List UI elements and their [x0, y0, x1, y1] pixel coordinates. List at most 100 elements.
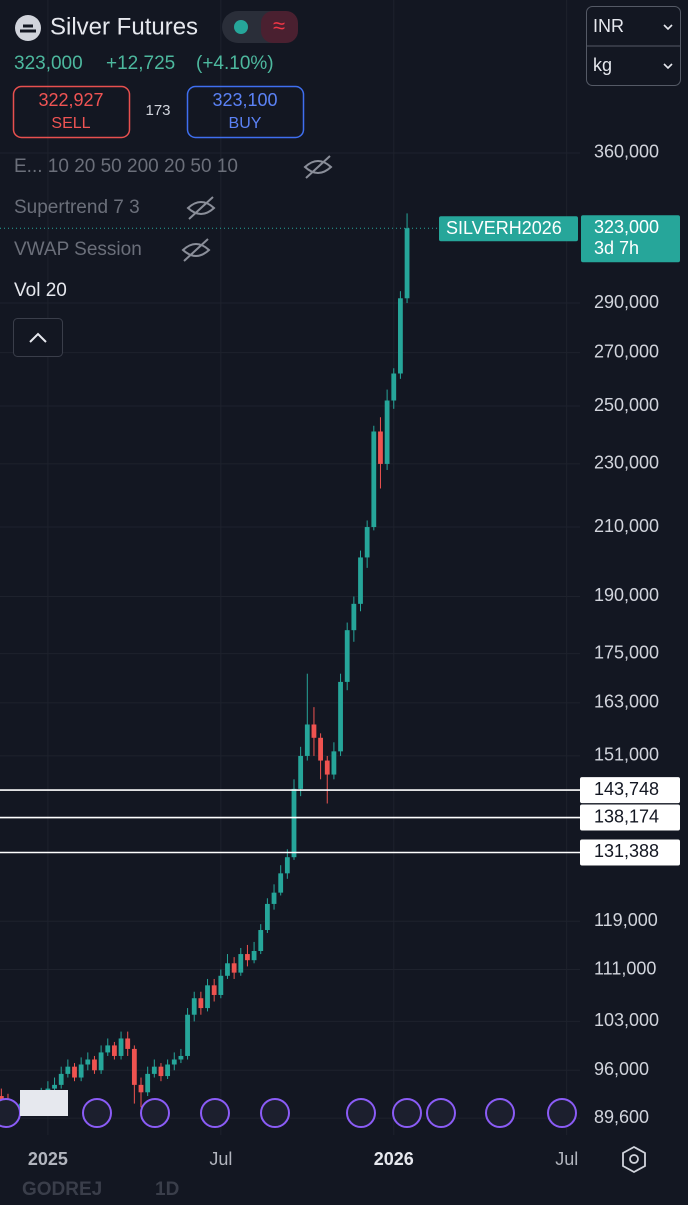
tv-logo: [20, 1090, 68, 1116]
unit[interactable]: kg: [593, 55, 612, 75]
candle-body: [371, 431, 377, 528]
candle-body: [78, 1064, 84, 1078]
y-tick-label: 230,000: [594, 453, 659, 473]
candle-body: [264, 903, 270, 931]
buy-label: BUY: [229, 115, 262, 132]
candle-body: [218, 975, 224, 995]
candle-body: [358, 557, 363, 604]
candle-body: [72, 1066, 77, 1078]
x-tick-label: Jul: [555, 1149, 578, 1169]
footer-interval: 1D: [155, 1179, 179, 1200]
candle-body: [278, 873, 284, 893]
candle-body: [384, 400, 390, 464]
buy-button[interactable]: [186, 85, 305, 139]
y-tick-label: 270,000: [594, 341, 659, 361]
candle-body: [191, 998, 197, 1015]
level-label-bg: [580, 839, 680, 866]
y-tick-label: 290,000: [594, 292, 659, 312]
y-tick-label: 250,000: [594, 395, 659, 415]
candle-body: [298, 755, 304, 789]
sell-price: 322,927: [38, 90, 103, 110]
settings-icon[interactable]: [622, 1145, 646, 1174]
symbol-icon: [15, 15, 41, 41]
level-label-bg: [580, 804, 680, 831]
y-tick-label: 210,000: [594, 516, 659, 536]
symbol-icon-glyph: [20, 24, 36, 33]
sell-label: SELL: [51, 115, 90, 132]
candle-body: [338, 681, 343, 752]
candle-body: [331, 751, 337, 775]
buy-price: 323,100: [212, 90, 277, 110]
status-dot: [234, 20, 248, 34]
y-tick-label: 89,600: [594, 1107, 649, 1127]
last-price-bg: [581, 215, 680, 263]
candle-body: [211, 985, 217, 995]
grid: [0, 0, 580, 1135]
title: Silver Futures: [50, 13, 198, 40]
y-tick-label: 360,000: [594, 142, 659, 162]
candle-body: [165, 1064, 171, 1077]
candle-body: [391, 373, 397, 401]
indicator-vol: Vol 20: [14, 280, 67, 301]
candle-body: [118, 1038, 124, 1056]
candle-body: [58, 1073, 64, 1085]
candle-body: [105, 1045, 111, 1053]
collapse-icon: [29, 332, 47, 343]
currency[interactable]: INR: [593, 16, 624, 36]
candle-body: [291, 788, 297, 858]
candle-body: [364, 527, 370, 558]
candle-body: [404, 228, 410, 299]
candle-body: [245, 954, 250, 961]
candle-body: [304, 724, 310, 756]
candle-body: [311, 724, 317, 738]
y-tick-label: 190,000: [594, 585, 659, 605]
candle-body: [251, 951, 257, 961]
candle-body: [318, 737, 323, 761]
level-label: 138,174: [594, 806, 659, 826]
candle-body: [171, 1059, 177, 1065]
y-tick-label: 103,000: [594, 1010, 659, 1030]
spread: 173: [145, 102, 170, 119]
footer-symbol: GODREJ: [22, 1179, 102, 1200]
y-tick-label: 163,000: [594, 692, 659, 712]
status-wave-bg: [261, 11, 298, 43]
candle-body: [178, 1055, 184, 1060]
candle-body: [98, 1052, 104, 1071]
candle-body: [231, 963, 237, 973]
collapse-button[interactable]: [13, 318, 63, 357]
y-tick-label: 151,000: [594, 745, 659, 765]
change-pct: (+4.10%): [196, 53, 274, 74]
change: +12,725: [106, 53, 175, 74]
indicator-supertrend: Supertrend 7 3: [14, 197, 140, 218]
candle-body: [225, 963, 230, 976]
chevrons: [663, 24, 673, 70]
candle-body: [324, 760, 330, 775]
candle-body: [125, 1038, 131, 1049]
y-tick-label: 119,000: [594, 910, 658, 930]
candle-body: [158, 1066, 164, 1077]
candle-body: [238, 954, 244, 973]
symbol-label: SILVERH2026: [446, 218, 562, 238]
level-label-bg: [580, 777, 680, 804]
candle-body: [185, 1014, 190, 1056]
candle-body: [0, 1096, 4, 1100]
y-tick-label: 111,000: [594, 958, 656, 978]
candle-body: [398, 298, 403, 374]
candle-body: [131, 1048, 137, 1085]
candle-body: [205, 985, 210, 1009]
candle-body: [138, 1084, 144, 1093]
x-tick-label: Jul: [209, 1149, 232, 1169]
last-price-label: 323,000: [594, 217, 659, 237]
hide-icons[interactable]: [181, 155, 333, 262]
candle-body: [92, 1059, 97, 1071]
candle-body: [198, 998, 204, 1009]
y-tick-label: 96,000: [594, 1059, 649, 1079]
symbol-label-bg: [439, 216, 578, 242]
level-label: 143,748: [594, 779, 659, 799]
sell-button[interactable]: [12, 85, 131, 139]
settings-icon-dot: [629, 1154, 639, 1164]
candle-body: [52, 1084, 57, 1089]
